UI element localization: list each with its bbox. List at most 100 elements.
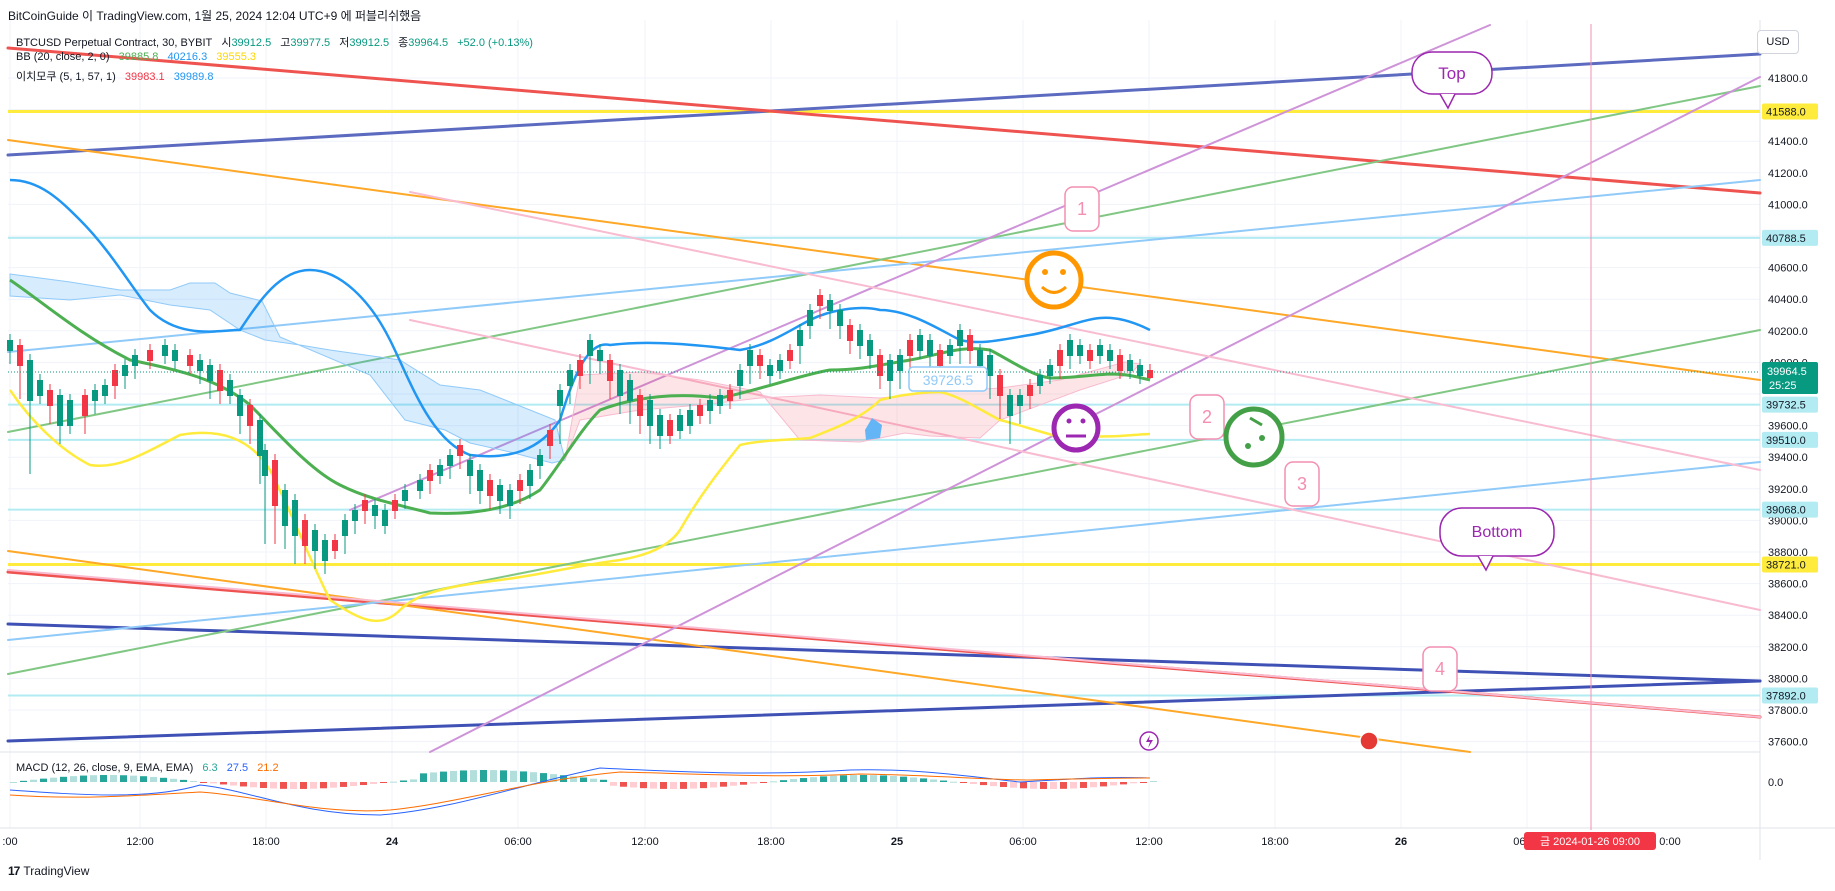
candle-body <box>262 450 268 476</box>
trendline-red-upper[interactable] <box>6 46 1762 195</box>
ichimoku-name[interactable]: 이치모쿠 (5, 1, 57, 1) <box>16 71 116 83</box>
macd-histogram-bar <box>230 782 237 786</box>
candle-body <box>657 415 663 436</box>
candle-body <box>1037 375 1043 386</box>
price-axis[interactable]: 41800.041600.041400.041200.041000.040800… <box>8 73 1818 789</box>
level-label-box[interactable] <box>1762 556 1818 573</box>
macd-histogram-bar <box>830 775 837 782</box>
trendline-pink-upper[interactable] <box>409 191 1761 471</box>
time-tick-label: 12:00 <box>126 836 154 848</box>
marker-4-box[interactable] <box>1422 646 1458 692</box>
time-axis[interactable]: :00 12:00 18:00 24 06:00 12:00 18:00 25 06:00 12:… <box>2 832 1681 850</box>
bb-lower-value: 39555.3 <box>216 51 257 63</box>
time-cursor-label-box[interactable] <box>1524 832 1656 850</box>
candle-body <box>1117 355 1123 371</box>
trendline-blue-lower[interactable] <box>7 461 1761 641</box>
time-tick-label: 26 <box>1395 836 1407 848</box>
candle-body <box>537 455 543 466</box>
publish-info: BitCoinGuide 이 TradingView.com, 1월 25, 2… <box>8 9 422 23</box>
callout-bottom-bubble[interactable] <box>1439 507 1555 557</box>
ichimoku-legend[interactable]: 이치모쿠 (5, 1, 57, 1) 39983.1 39989.8 <box>16 68 219 84</box>
candle-body <box>617 370 623 396</box>
level-label-box[interactable] <box>1762 396 1818 413</box>
candle-body <box>147 350 153 361</box>
time-tick-label: 24 <box>386 836 399 848</box>
macd-histogram-bar <box>1010 782 1017 788</box>
time-tick-label: 06:00 <box>1009 836 1037 848</box>
neutral-face-icon[interactable] <box>1051 403 1101 453</box>
candle-body <box>567 370 573 386</box>
candle-body <box>312 530 318 551</box>
macd-histogram-bar <box>300 782 307 789</box>
candle-body <box>447 455 453 466</box>
trendline-green-lower[interactable] <box>7 329 1761 675</box>
trendline-pink-lower[interactable] <box>409 319 1761 611</box>
bb-basis-line <box>9 278 1151 515</box>
annotation-layer[interactable]: Top Bottom 1 2 3 4 39726.5 <box>865 51 1555 751</box>
trendline-navy-mid[interactable] <box>6 622 1762 683</box>
level-label-text: 39068.0 <box>1766 505 1806 517</box>
macd-histogram-bar <box>400 780 407 782</box>
macd-histogram-bar <box>390 781 397 783</box>
macd-histogram-bar <box>1030 782 1037 789</box>
candle-body <box>957 330 963 346</box>
current-price-box[interactable] <box>1762 362 1818 394</box>
candle-body <box>92 390 98 401</box>
level-label-box[interactable] <box>1762 103 1818 120</box>
macd-histogram-bar <box>320 782 327 789</box>
tradingview-logo[interactable]: 17 TradingView <box>8 864 89 878</box>
smile-face-icon[interactable] <box>1024 250 1084 310</box>
time-tick-label: 18:00 <box>757 836 785 848</box>
level-label-box[interactable] <box>1762 501 1818 518</box>
smile-mouth-icon <box>1040 285 1068 294</box>
trendline-green-upper[interactable] <box>7 85 1761 433</box>
macd-histogram-bar <box>750 782 757 784</box>
bb-legend[interactable]: BB (20, close, 2, 0) 39885.8 40216.3 395… <box>16 51 262 63</box>
candle-body <box>27 360 33 401</box>
macd-histogram-bar <box>430 772 437 782</box>
symbol-name[interactable]: BTCUSD Perpetual Contract, 30, BYBIT <box>16 37 213 49</box>
candle-body <box>517 480 523 491</box>
macd-value: 27.5 <box>226 762 249 774</box>
macd-histogram-bar <box>1130 782 1137 784</box>
bb-name[interactable]: BB (20, close, 2, 0) <box>16 51 110 63</box>
macd-legend[interactable]: MACD (12, 26, close, 9, EMA, EMA) 6.3 27… <box>16 762 285 774</box>
candle-body <box>227 380 233 396</box>
trendline-pink-bottom[interactable] <box>7 569 1761 718</box>
currency-selector[interactable]: USD <box>1757 30 1799 54</box>
price-tag-box[interactable] <box>908 366 988 392</box>
candle-body <box>977 350 983 366</box>
candle-body <box>1007 395 1013 416</box>
symbol-legend[interactable]: BTCUSD Perpetual Contract, 30, BYBIT 시39… <box>16 34 539 50</box>
macd-histogram-bar <box>520 771 527 782</box>
macd-histogram-bar <box>730 782 737 786</box>
trendline-blue-upper[interactable] <box>7 179 1761 353</box>
us-flag-event-icon[interactable] <box>1359 731 1379 751</box>
time-tick-label: :00 <box>2 836 17 848</box>
macd-histogram-bar <box>440 771 447 782</box>
level-label-box[interactable] <box>1762 431 1818 448</box>
candle-body <box>1127 360 1133 371</box>
candle-body <box>102 385 108 396</box>
trendline-purple-upper[interactable] <box>349 24 1491 511</box>
trendline-orange-lower[interactable] <box>7 550 1471 753</box>
candle-body <box>607 360 613 381</box>
level-label-box[interactable] <box>1762 229 1818 246</box>
hand-pointer-icon[interactable] <box>865 418 882 440</box>
marker-2-box[interactable] <box>1189 394 1225 440</box>
trendline-navy-lower[interactable] <box>6 679 1762 743</box>
macd-histogram-bar <box>190 781 197 783</box>
sad-face-icon[interactable] <box>1223 406 1285 468</box>
macd-histogram-bar <box>100 775 107 782</box>
macd-name[interactable]: MACD (12, 26, close, 9, EMA, EMA) <box>16 762 194 774</box>
marker-1-box[interactable] <box>1064 186 1100 232</box>
macd-histogram-bar <box>460 770 467 782</box>
macd-histogram-bar <box>1090 782 1097 788</box>
candle-body <box>172 350 178 361</box>
marker-3-box[interactable] <box>1284 461 1320 507</box>
macd-histogram-bar <box>280 782 287 789</box>
macd-histogram-bar <box>530 772 537 782</box>
candle-body <box>757 355 763 366</box>
level-label-box[interactable] <box>1762 687 1818 704</box>
